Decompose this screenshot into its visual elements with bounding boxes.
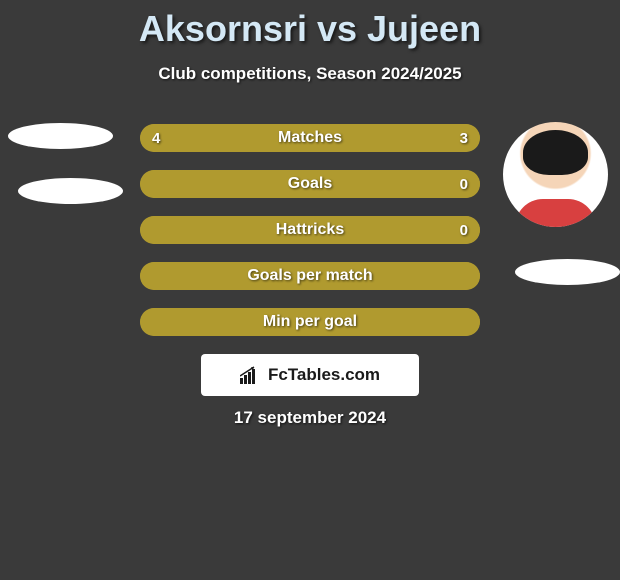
stat-bar-label: Goals [140, 170, 480, 198]
comparison-bars: Matches43Goals0Hattricks0Goals per match… [140, 124, 480, 354]
stat-bar-right-value: 3 [460, 124, 468, 152]
stat-bar-label: Goals per match [140, 262, 480, 290]
stat-bar-left-value: 4 [152, 124, 160, 152]
stat-bar: Min per goal [140, 308, 480, 336]
stat-bar: Goals0 [140, 170, 480, 198]
date-label: 17 september 2024 [0, 408, 620, 428]
stat-bar-label: Hattricks [140, 216, 480, 244]
stat-bar-right-value: 0 [460, 170, 468, 198]
decorative-oval [18, 178, 123, 204]
stat-bar-right-value: 0 [460, 216, 468, 244]
page-title: Aksornsri vs Jujeen [0, 8, 620, 50]
header: Aksornsri vs Jujeen Club competitions, S… [0, 0, 620, 84]
stat-bar: Matches4 3 [140, 124, 480, 152]
brand-text: FcTables.com [268, 365, 380, 385]
brand-chart-icon [240, 366, 262, 384]
brand-badge: FcTables.com [201, 354, 419, 396]
stat-bar-label: Min per goal [140, 308, 480, 336]
stat-bar: Hattricks0 [140, 216, 480, 244]
stat-bar-label: Matches [140, 124, 480, 152]
decorative-oval [8, 123, 113, 149]
player-right-avatar [503, 122, 608, 227]
decorative-oval [515, 259, 620, 285]
stat-bar: Goals per match [140, 262, 480, 290]
page-subtitle: Club competitions, Season 2024/2025 [0, 64, 620, 84]
